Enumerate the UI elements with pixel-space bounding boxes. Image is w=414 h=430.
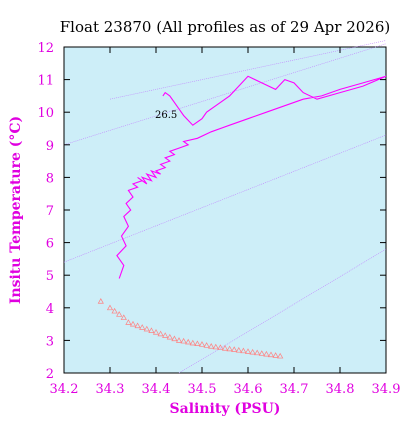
deep-marker <box>208 343 215 349</box>
deep-marker <box>198 341 206 347</box>
x-tick-label: 34.4 <box>142 382 171 397</box>
deep-marker <box>180 337 187 344</box>
x-axis-label: Salinity (PSU) <box>170 401 281 417</box>
isopycnal-line <box>63 43 387 146</box>
deep-marker <box>240 347 247 354</box>
deep-marker <box>152 329 160 335</box>
deep-marker <box>162 332 169 338</box>
deep-marker <box>189 339 196 346</box>
y-tick-label: 11 <box>37 74 54 89</box>
y-tick-label: 7 <box>46 204 54 219</box>
x-tick-label: 34.6 <box>234 382 263 397</box>
deep-marker <box>235 346 242 353</box>
deep-marker <box>185 338 192 345</box>
isopycnal-lines <box>63 40 387 374</box>
deep-marker <box>129 320 137 327</box>
y-tick-label: 5 <box>46 269 54 284</box>
deep-marker <box>134 322 141 329</box>
x-tick-label: 34.3 <box>96 382 125 397</box>
deep-marker <box>116 311 123 317</box>
deep-marker <box>194 340 201 347</box>
x-tick-label: 34.5 <box>188 382 217 397</box>
y-tick-label: 4 <box>46 302 54 317</box>
deep-marker <box>249 348 256 355</box>
plot-area <box>63 46 387 374</box>
deep-marker <box>157 330 164 337</box>
deep-marker <box>175 337 183 343</box>
chart-title: Float 23870 (All profiles as of 29 Apr 2… <box>60 18 390 36</box>
axes: 34.2 34.3 34.4 34.5 34.6 34.7 34.8 34.9 2 3 4 5 6 7 8 9… <box>37 41 400 397</box>
deep-marker <box>148 327 155 333</box>
deep-marker <box>226 345 233 352</box>
y-tick-label: 12 <box>37 41 54 56</box>
isopycnal-line <box>178 248 387 374</box>
series-group <box>97 75 387 359</box>
x-tick-label: 34.2 <box>50 382 79 397</box>
deep-marker <box>171 335 178 342</box>
deep-marker <box>125 319 132 325</box>
y-tick-label: 6 <box>46 237 54 252</box>
x-tick-label: 34.7 <box>280 382 309 397</box>
y-axis-label: Insitu Temperature (°C) <box>8 116 24 304</box>
deep-marker <box>258 350 265 356</box>
isopycnal-line <box>63 134 387 263</box>
deep-marker <box>111 307 118 314</box>
deep-marker <box>267 351 275 358</box>
deep-marker <box>254 349 261 356</box>
deep-marker <box>166 333 173 340</box>
deep-marker <box>221 345 229 351</box>
deep-marker <box>120 314 127 320</box>
deep-marker <box>203 342 210 348</box>
deep-marker <box>277 352 284 359</box>
x-tick-label: 34.8 <box>326 382 355 397</box>
deep-marker <box>244 348 252 354</box>
deep-marker <box>212 343 219 350</box>
deep-marker <box>231 346 238 352</box>
deep-marker <box>217 344 224 350</box>
deep-marker <box>272 352 279 358</box>
deep-marker <box>106 304 114 311</box>
y-tick-label: 2 <box>46 367 54 382</box>
y-tick-label: 3 <box>46 334 54 349</box>
deep-marker <box>143 325 150 332</box>
y-tick-label: 9 <box>46 139 54 154</box>
deep-marker <box>97 298 104 304</box>
isopycnal-label: 26.5 <box>155 110 177 121</box>
y-tick-label: 10 <box>37 106 54 121</box>
profile-line <box>116 75 387 279</box>
x-tick-label: 34.9 <box>372 382 401 397</box>
deep-marker <box>263 350 270 357</box>
deep-marker <box>139 324 146 330</box>
y-tick-label: 8 <box>46 171 54 186</box>
